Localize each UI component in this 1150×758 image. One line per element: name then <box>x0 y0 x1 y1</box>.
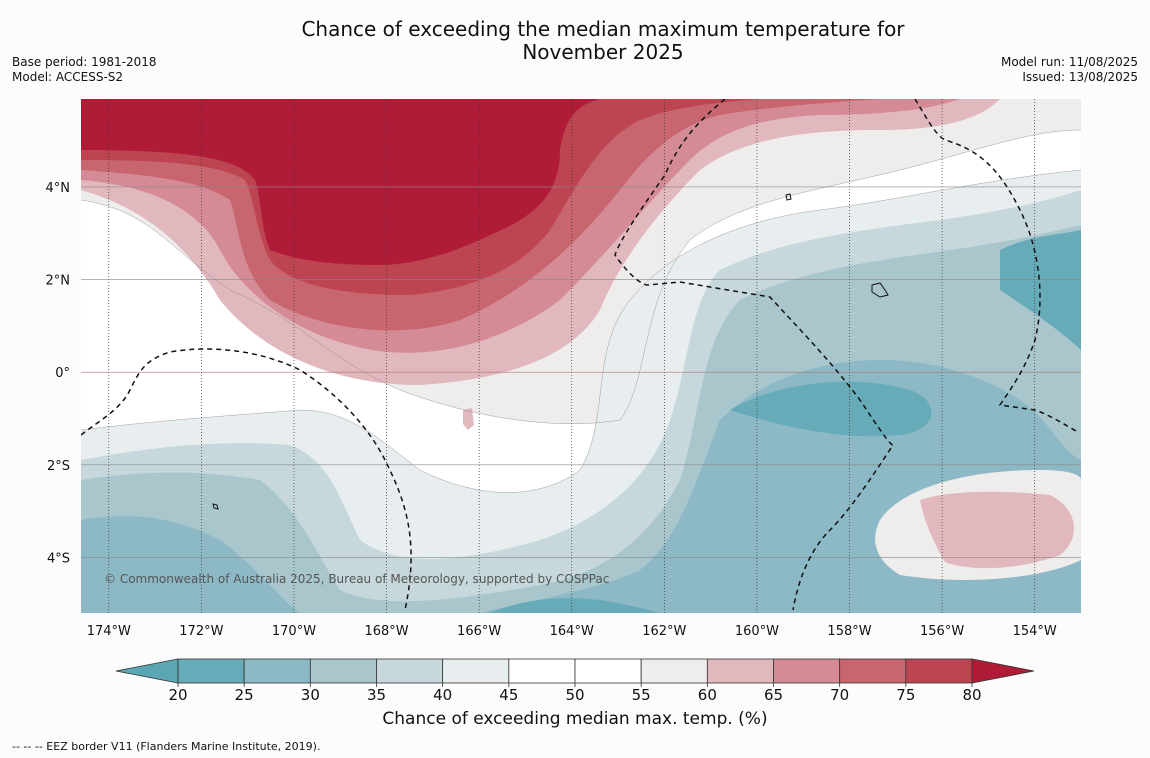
contour-line-b <box>81 169 1081 493</box>
latitude-label: 2°N <box>46 274 71 289</box>
longitude-label: 160°W <box>735 624 779 639</box>
island-phoenix <box>212 503 219 510</box>
longitude-label: 172°W <box>179 624 223 639</box>
longitude-label: 154°W <box>1013 624 1057 639</box>
longitude-label: 164°W <box>550 624 594 639</box>
title-line-1: Chance of exceeding the median maximum t… <box>301 17 905 41</box>
model-run: Model run: 11/08/2025 <box>1000 55 1138 69</box>
longitude-label: 162°W <box>642 624 686 639</box>
gridlines <box>81 99 1081 613</box>
latitude-label: 0° <box>55 366 70 381</box>
latitude-label: 4°N <box>46 181 71 196</box>
latitude-labels: 4°N 2°N 0° 2°S 4°S <box>46 181 71 566</box>
base-period: Base period: 1981-2018 <box>12 55 157 69</box>
longitude-label: 156°W <box>920 624 964 639</box>
copyright-notice: © Commonwealth of Australia 2025, Bureau… <box>104 572 610 586</box>
contour-below-20-east <box>1000 230 1081 350</box>
eez-border-west <box>81 348 412 611</box>
map-figure: 174°W 172°W 170°W 168°W 166°W 164°W 162°W 160°W… <box>46 99 1081 639</box>
contour-above-80 <box>81 99 600 265</box>
title-line-2: November 2025 <box>522 40 684 64</box>
issued-date: Issued: 13/08/2025 <box>1022 70 1138 84</box>
latitude-label: 2°S <box>47 459 70 474</box>
longitude-label: 168°W <box>364 624 408 639</box>
longitude-label: 170°W <box>272 624 316 639</box>
eez-border-central <box>614 99 895 611</box>
island-kiribati-1 <box>871 282 889 298</box>
longitude-label: 158°W <box>827 624 871 639</box>
contour-60-65-southeast <box>920 491 1074 569</box>
longitude-label: 166°W <box>457 624 501 639</box>
contour-below-20-center <box>730 381 932 437</box>
map-area <box>81 99 1081 613</box>
meta-left: Base period: 1981-2018 Model: ACCESS-S2 <box>12 55 157 85</box>
contour-20-25-west <box>81 516 300 613</box>
map-title: Chance of exceeding the median maximum t… <box>250 18 956 64</box>
eez-footnote: -- -- -- EEZ border V11 (Flanders Marine… <box>12 740 321 753</box>
longitude-label: 174°W <box>87 624 131 639</box>
colorbar-label: Chance of exceeding median max. temp. (%… <box>382 709 768 729</box>
latitude-label: 4°S <box>47 551 70 566</box>
eez-border-east <box>914 99 1079 433</box>
contour-small-warm-patch <box>463 408 474 430</box>
model-name: Model: ACCESS-S2 <box>12 70 124 84</box>
contour-line-a <box>81 129 1081 424</box>
island-kiribati-2 <box>785 193 792 201</box>
longitude-labels: 174°W 172°W 170°W 168°W 166°W 164°W 162°W 160°W… <box>87 624 1057 639</box>
meta-right: Model run: 11/08/2025 Issued: 13/08/2025 <box>1001 55 1138 85</box>
contour-below-20-south <box>490 598 660 613</box>
